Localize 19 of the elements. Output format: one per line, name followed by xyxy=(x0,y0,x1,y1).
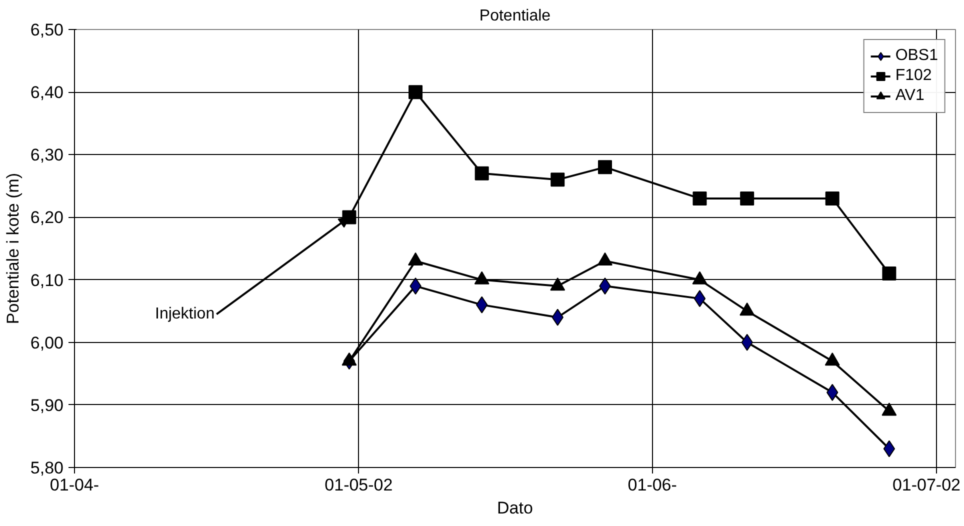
y-axis-title: Potentiale i kote (m) xyxy=(3,172,22,324)
y-tick-label: 6,10 xyxy=(30,270,64,290)
y-tick-label: 5,80 xyxy=(30,458,64,478)
x-tick-label: 01-06- xyxy=(628,476,677,494)
legend-label: AV1 xyxy=(895,87,924,105)
y-tick-label: 6,00 xyxy=(30,333,64,352)
x-tick-label: 01-05-02 xyxy=(324,476,393,494)
x-tick-label: 01-07-02 xyxy=(892,476,961,494)
chart-title: Potentiale xyxy=(479,8,551,24)
y-tick-label: 6,50 xyxy=(30,20,64,40)
y-tick-label: 6,30 xyxy=(30,146,64,165)
y-tick-label: 5,90 xyxy=(30,396,64,415)
x-tick-label: 01-04- xyxy=(50,476,100,494)
y-tick-label: 6,40 xyxy=(30,83,64,102)
x-axis-title: Dato xyxy=(497,498,533,518)
annotation: Injektion xyxy=(155,306,215,323)
legend-label: F102 xyxy=(895,67,932,85)
y-tick-label: 6,20 xyxy=(30,208,64,228)
legend-label: OBS1 xyxy=(895,47,938,65)
